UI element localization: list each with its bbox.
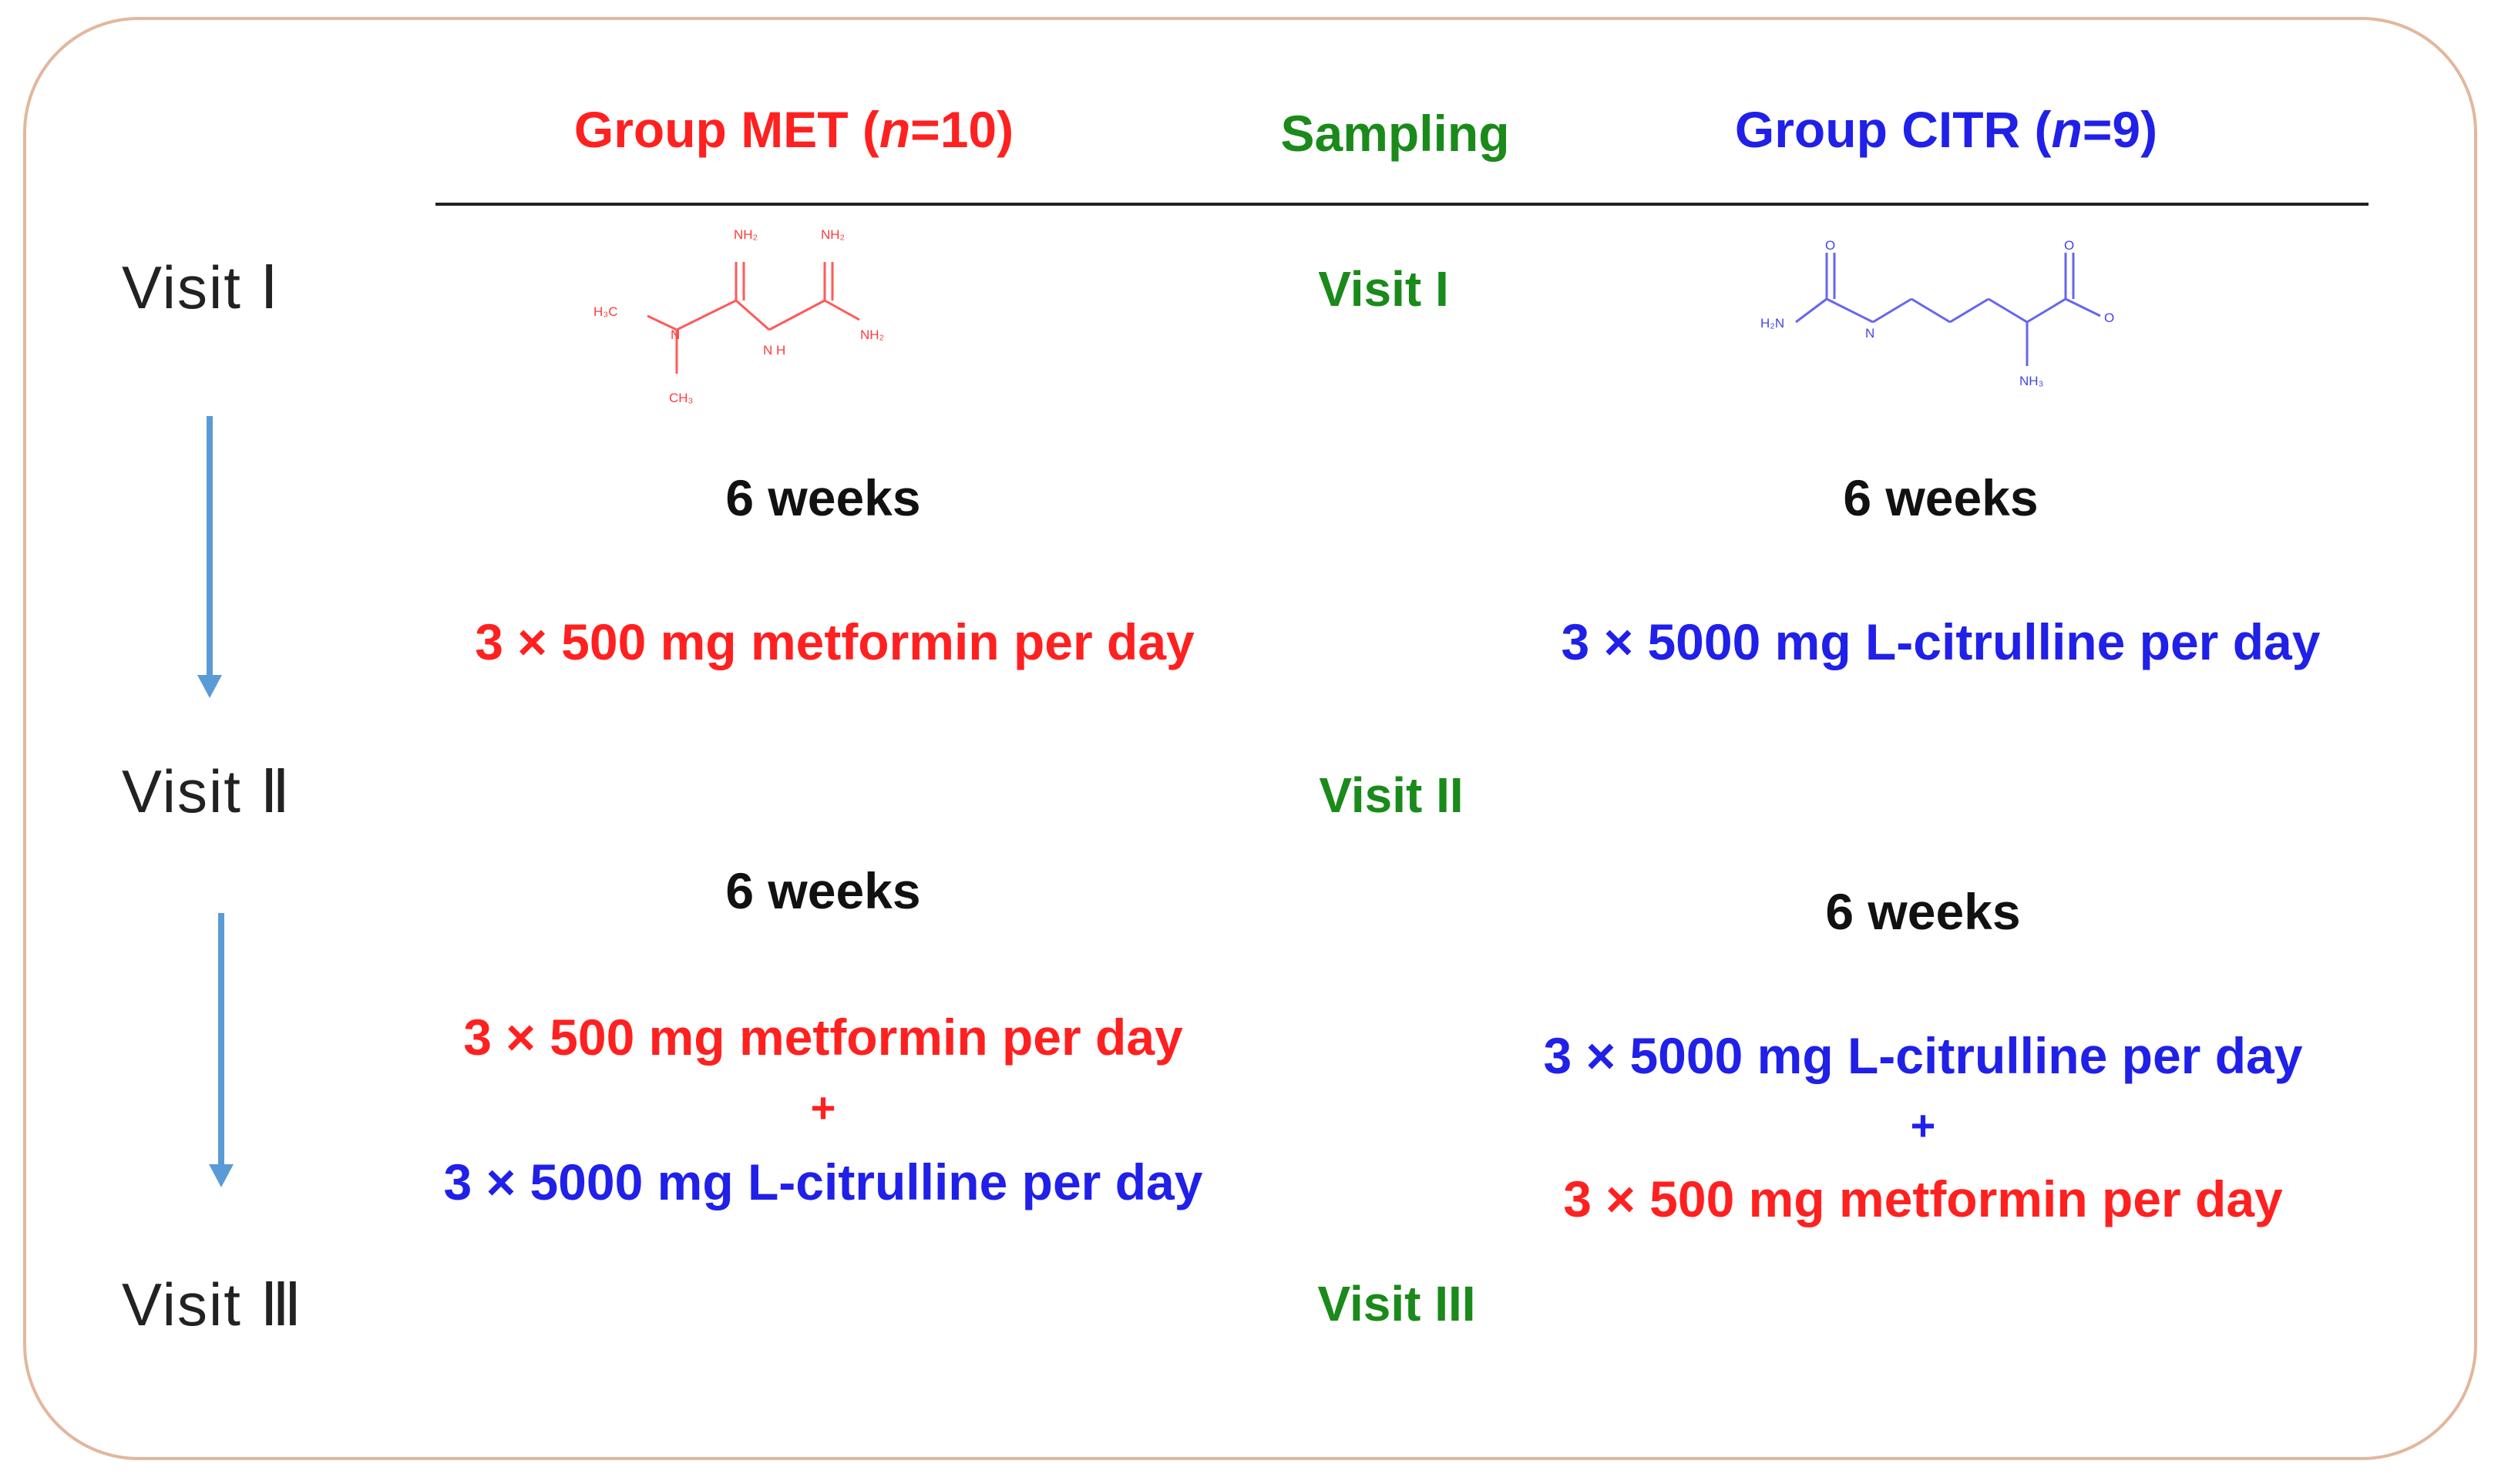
sampling-visit-3: Visit III: [1317, 1276, 1476, 1331]
group-met-header: Group MET (n=10): [573, 101, 1014, 158]
citrulline-h2n: H₂N: [1760, 316, 1784, 331]
citrulline-n: N: [1865, 326, 1874, 341]
timeline-arrow-1: [197, 416, 222, 698]
met-period2-weeks: 6 weeks: [725, 862, 921, 919]
visit-2-label: Visit Ⅱ: [122, 757, 292, 825]
metformin-structure-icon: NH₂ NH₂ NH₂ H₃C CH₃ N N H: [593, 227, 884, 405]
citrulline-o3: O: [2104, 311, 2114, 325]
metformin-nh2-c: NH₂: [860, 327, 884, 342]
citr-period2-plus: +: [1910, 1101, 1936, 1150]
visit-3-label: Visit Ⅲ: [122, 1271, 304, 1338]
rounded-frame: [23, 17, 2477, 1460]
citr-period2-dose-1: 3 × 5000 mg L-citrulline per day: [1543, 1027, 2303, 1084]
citr-period1-dose: 3 × 5000 mg L-citrulline per day: [1561, 613, 2321, 670]
metformin-n: N: [671, 327, 680, 342]
metformin-nh2-a: NH₂: [734, 227, 758, 242]
met-period1-dose: 3 × 500 mg metformin per day: [475, 613, 1195, 670]
citrulline-structure-icon: H₂N N O O O NH₃: [1760, 238, 2114, 388]
sampling-visit-2: Visit II: [1319, 767, 1464, 823]
timeline-arrow-2: [209, 913, 234, 1187]
metformin-nh: N H: [763, 343, 785, 358]
citrulline-nh3: NH₃: [2019, 374, 2043, 388]
met-period2-dose-1: 3 × 500 mg metformin per day: [463, 1009, 1183, 1066]
citr-period2-dose-2: 3 × 500 mg metformin per day: [1563, 1170, 2283, 1227]
visit-1-label: Visit Ⅰ: [122, 253, 280, 321]
citrulline-o2: O: [2064, 238, 2074, 253]
met-period2-dose-2: 3 × 5000 mg L-citrulline per day: [443, 1153, 1203, 1210]
citr-period2-weeks: 6 weeks: [1825, 883, 2021, 940]
met-period2-plus: +: [810, 1083, 836, 1132]
metformin-ch3: CH₃: [669, 391, 693, 405]
metformin-nh2-b: NH₂: [821, 227, 845, 242]
group-citr-header: Group CITR (n=9): [1734, 101, 2158, 158]
met-period1-weeks: 6 weeks: [725, 469, 921, 526]
sampling-header: Sampling: [1280, 105, 1510, 162]
metformin-h3c: H₃C: [593, 304, 617, 319]
sampling-visit-1: Visit I: [1318, 261, 1449, 317]
citr-period1-weeks: 6 weeks: [1843, 469, 2039, 526]
citrulline-o1: O: [1825, 238, 1835, 253]
header-divider: [435, 203, 2369, 206]
